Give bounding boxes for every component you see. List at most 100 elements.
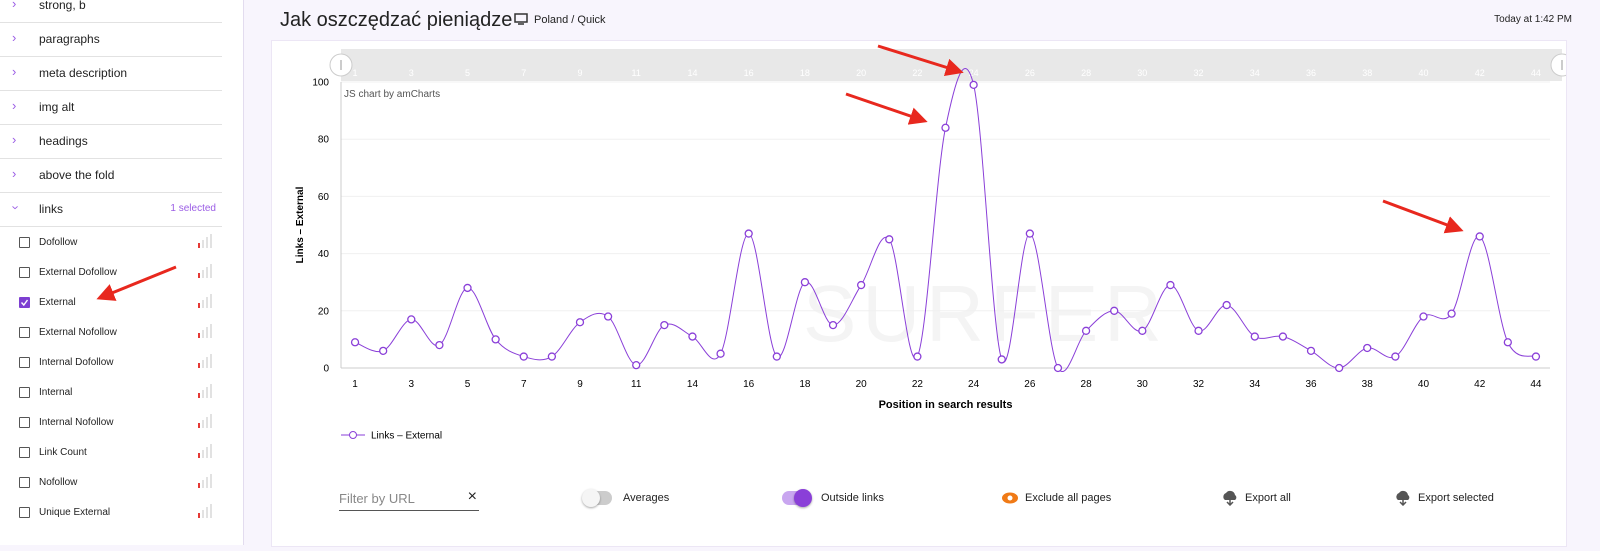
button-icon [1221, 490, 1239, 507]
strength-bar [202, 450, 204, 458]
scrollbar-label: 24 [969, 68, 979, 78]
checkbox[interactable] [19, 297, 30, 308]
strength-bar [210, 234, 212, 248]
checkbox[interactable] [19, 447, 30, 458]
legend-label: Links – External [371, 431, 442, 442]
x-tick-label: 26 [1024, 379, 1036, 390]
sidebar-section[interactable]: › meta description [0, 56, 222, 91]
x-axis-title: Position in search results [879, 399, 1013, 411]
metric-label: Link Count [39, 447, 87, 458]
metric-label: Internal [39, 387, 73, 398]
x-tick-label: 40 [1418, 379, 1430, 390]
chevron: › [12, 30, 17, 45]
strength-bar [210, 444, 212, 458]
toggle[interactable] [782, 489, 812, 507]
checkbox[interactable] [19, 327, 30, 338]
data-point [716, 349, 725, 358]
strength-bar [206, 387, 208, 398]
x-tick-label: 38 [1362, 379, 1374, 390]
data-point [1110, 306, 1119, 315]
chevron: › [12, 0, 17, 11]
data-point [688, 332, 697, 341]
data-point [1250, 332, 1259, 341]
sidebar-section[interactable]: › above the fold [0, 158, 222, 193]
strength-bar [202, 480, 204, 488]
link-metric[interactable]: Link Count [0, 438, 222, 468]
strength-bar [198, 303, 200, 308]
sidebar-section[interactable]: › strong, b [0, 0, 222, 23]
scrollbar-label: 9 [577, 68, 582, 78]
strength-bar [202, 330, 204, 338]
data-point [1222, 300, 1231, 310]
scrollbar-label: 22 [912, 68, 922, 78]
data-point [1447, 309, 1456, 318]
data-point [1053, 363, 1063, 373]
scrollbar-label: 1 [353, 68, 358, 78]
link-metric[interactable]: External [0, 288, 222, 318]
x-tick-label: 14 [687, 379, 699, 390]
sidebar-section[interactable]: › headings [0, 124, 222, 159]
checkbox[interactable] [19, 417, 30, 428]
monitor-icon [514, 13, 528, 25]
x-tick-label: 7 [521, 379, 527, 390]
toggle[interactable] [582, 489, 612, 507]
scrollbar-label: 44 [1531, 68, 1541, 78]
y-tick-label: 20 [318, 306, 330, 317]
x-tick-label: 28 [1081, 379, 1093, 390]
strength-bar [198, 333, 200, 338]
y-tick-label: 0 [323, 364, 329, 375]
checkbox[interactable] [19, 507, 30, 518]
checkbox[interactable] [19, 477, 30, 488]
sidebar-section-open[interactable]: › links 1 selected [0, 192, 222, 227]
metric-label: Internal Dofollow [39, 357, 114, 368]
metric-label: External Dofollow [39, 267, 117, 278]
strength-bar [198, 483, 200, 488]
page-title: Jak oszczędzać pieniądze [280, 9, 513, 31]
data-point [800, 278, 810, 287]
x-tick-label: 5 [465, 379, 471, 390]
section-label: paragraphs [39, 32, 100, 46]
data-point [1025, 229, 1034, 238]
link-metric[interactable]: External Nofollow [0, 318, 222, 348]
data-point [435, 340, 444, 350]
data-point [772, 352, 781, 361]
link-metric[interactable]: External Dofollow [0, 258, 222, 288]
sidebar-section[interactable]: › paragraphs [0, 22, 222, 57]
link-metric[interactable]: Unique External [0, 498, 222, 528]
strength-bar [198, 513, 200, 518]
strength-icon [198, 262, 216, 278]
strength-bar [202, 510, 204, 518]
link-metric[interactable]: Internal Dofollow [0, 348, 222, 378]
link-metric[interactable]: Internal [0, 378, 222, 408]
checkbox[interactable] [19, 267, 30, 278]
checkbox[interactable] [19, 237, 30, 248]
metric-label: External [39, 297, 76, 308]
x-tick-label: 16 [743, 379, 755, 390]
link-metric[interactable]: Internal Nofollow [0, 408, 222, 438]
clear-icon[interactable]: × [467, 488, 477, 505]
legend-marker [349, 431, 357, 439]
sidebar-section[interactable]: › img alt [0, 90, 222, 125]
x-tick-label: 11 [631, 379, 642, 390]
data-point [1419, 312, 1428, 321]
strength-bar [206, 507, 208, 518]
data-point [969, 80, 978, 90]
chart-card: SURFER 1 3 5 7 9 11 14 16 18 20 22 24 26 28 30 32 34 36 38 4… [271, 40, 1574, 547]
strength-bar [206, 267, 208, 278]
checkbox[interactable] [19, 387, 30, 398]
data-point [1475, 232, 1484, 241]
strength-icon [198, 322, 216, 338]
filter-placeholder: Filter by URL [339, 491, 415, 506]
link-metric[interactable]: Dofollow [0, 228, 222, 258]
section-label: meta description [39, 66, 128, 80]
filter-input[interactable]: Filter by URL × [339, 488, 479, 511]
data-point [857, 280, 866, 290]
section-label: strong, b [39, 0, 86, 12]
x-tick-label: 9 [577, 379, 583, 390]
strength-icon [198, 382, 216, 398]
data-point [828, 320, 838, 330]
link-metric[interactable]: Nofollow [0, 468, 222, 498]
checkbox[interactable] [19, 357, 30, 368]
data-point [491, 335, 500, 344]
